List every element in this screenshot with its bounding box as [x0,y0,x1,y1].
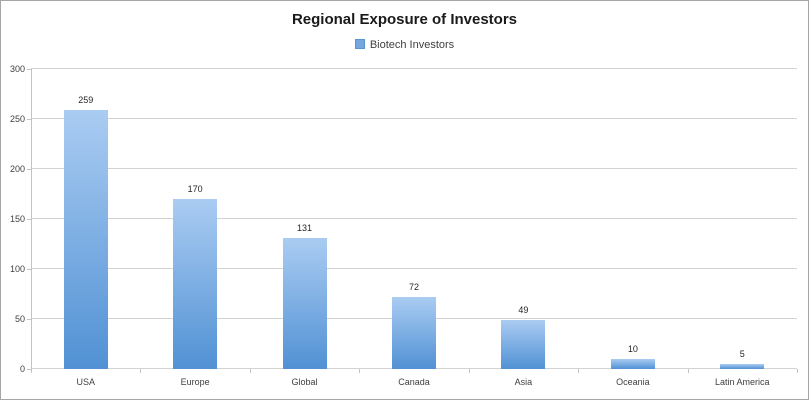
x-axis-tick [31,369,32,373]
gridline-200 [31,168,797,169]
x-axis-tick [140,369,142,373]
x-axis-tick [249,369,251,373]
y-axis-tick [27,69,31,70]
data-label: 72 [408,282,419,292]
category-band-latin-america: 5 [688,69,797,369]
legend: Biotech Investors [1,39,808,51]
data-label: 10 [627,344,638,354]
data-label: 5 [739,349,745,359]
y-tick-label: 250 [9,114,25,124]
bar-latin-america [720,364,765,369]
x-axis-tick [578,369,580,373]
x-tick-label: Europe [180,377,210,387]
category-band-oceania: 10 [578,69,687,369]
gridline-300 [31,68,797,69]
y-tick-label: 150 [9,214,25,224]
x-axis-tick [468,369,470,373]
y-axis-line [31,69,32,369]
category-band-canada: 72 [359,69,468,369]
x-axis-tick [687,369,689,373]
bar-canada [391,297,436,369]
y-tick-label: 0 [19,364,25,374]
y-tick-label: 200 [9,164,25,174]
category-band-asia: 49 [469,69,578,369]
category-band-global: 131 [250,69,359,369]
y-tick-label: 300 [9,64,25,74]
gridline-250 [31,118,797,119]
y-axis-tick [27,319,31,320]
data-label: 259 [78,95,94,105]
y-axis-tick [27,369,31,370]
chart-title: Regional Exposure of Investors [291,11,518,28]
data-label: 49 [518,305,529,315]
x-axis-tick [797,369,798,373]
bar-oceania [610,359,655,369]
y-axis-tick [27,219,31,220]
category-band-europe: 170 [140,69,249,369]
bar-global [282,238,327,369]
category-band-usa: 259 [31,69,140,369]
y-tick-label: 50 [14,314,25,324]
x-tick-label: Latin America [715,377,770,387]
y-tick-label: 100 [9,264,25,274]
bar-usa [63,110,108,369]
data-label: 131 [297,223,313,233]
gridline-100 [31,268,797,269]
y-axis-tick [27,119,31,120]
x-tick-label: Oceania [616,377,650,387]
y-axis-tick [27,269,31,270]
x-tick-label: Asia [514,377,533,387]
bar-europe [173,199,218,369]
y-axis-tick [27,169,31,170]
gridline-150 [31,218,797,219]
bar-asia [501,320,546,369]
x-axis-tick [359,369,361,373]
legend-label: Biotech Investors [369,39,455,51]
plot-area: 259 170 131 72 49 10 5 [31,68,797,369]
legend-marker-icon [354,39,365,50]
x-tick-label: Global [291,377,318,387]
x-tick-label: Canada [398,377,430,387]
data-label: 170 [187,184,203,194]
x-tick-label: USA [76,377,95,387]
